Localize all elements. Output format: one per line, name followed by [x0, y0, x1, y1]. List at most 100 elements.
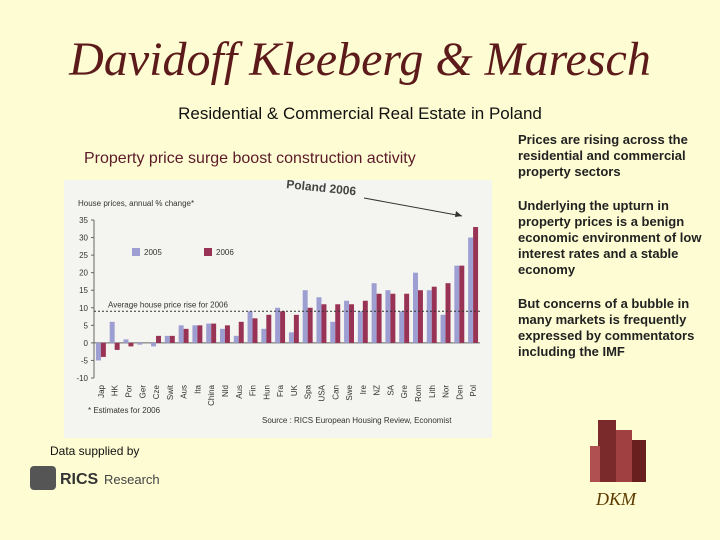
legend-swatch [204, 248, 212, 256]
bar [252, 318, 258, 343]
bullet: But concerns of a bubble in many markets… [518, 296, 695, 359]
bar [440, 314, 446, 343]
y-axis-label: House prices, annual % change* [78, 199, 194, 208]
bar [266, 314, 272, 343]
bar [280, 311, 286, 343]
bar [399, 311, 405, 343]
y-tick-label: 25 [79, 251, 88, 260]
bar [357, 311, 363, 343]
bar [445, 283, 451, 343]
y-tick-label: 15 [79, 286, 88, 295]
x-tick-label: Aus [235, 385, 244, 399]
x-tick-label: Fra [276, 384, 285, 397]
chart-title: Property price surge boost construction … [84, 150, 416, 167]
bar [151, 342, 157, 347]
bar [473, 227, 479, 343]
y-tick-label: 5 [84, 321, 89, 330]
bar [137, 342, 143, 345]
bar [275, 307, 281, 343]
x-tick-label: Swit [166, 384, 175, 400]
x-tick-label: USA [317, 384, 326, 401]
rics-logo: RICS [60, 471, 99, 488]
bar [426, 290, 432, 343]
dkm-logo: DKM [595, 489, 637, 509]
bar [413, 272, 418, 343]
bar [362, 300, 368, 343]
bar [224, 325, 230, 343]
bullet: Underlying the upturn in property prices… [518, 198, 702, 277]
x-tick-label: Por [124, 385, 133, 398]
bar [302, 290, 308, 343]
x-tick-label: Pol [469, 385, 478, 397]
x-tick-label: Hun [262, 385, 271, 400]
x-tick-label: Jap [97, 384, 106, 397]
bar [169, 335, 175, 343]
bar [344, 300, 350, 343]
bar [100, 342, 106, 357]
x-tick-label: Nld [221, 385, 230, 397]
bar [238, 321, 244, 343]
x-tick-label: Rom [414, 385, 423, 402]
bullet: Prices are rising across the residential… [518, 132, 688, 179]
y-tick-label: 20 [79, 269, 88, 278]
research-logo: Research [104, 472, 160, 487]
bar [109, 321, 115, 343]
bar [417, 290, 423, 343]
x-tick-label: Gre [400, 384, 409, 398]
x-tick-label: HK [111, 384, 120, 396]
bar [156, 335, 161, 343]
bar [192, 325, 198, 343]
x-tick-label: Fin [249, 385, 258, 396]
bar [385, 290, 391, 343]
bar [197, 325, 203, 343]
bar [390, 293, 396, 343]
x-tick-label: Ire [359, 384, 368, 394]
bar [468, 237, 474, 343]
bar [164, 335, 170, 343]
bar [114, 342, 120, 350]
bar [321, 304, 327, 343]
bar [211, 323, 217, 343]
bar [316, 297, 322, 343]
bar [454, 265, 460, 343]
x-tick-label: Lith [428, 385, 437, 398]
arrow-head [455, 211, 462, 217]
y-tick-label: 0 [84, 339, 89, 348]
bar [128, 342, 134, 347]
y-tick-label: 10 [79, 304, 88, 313]
x-tick-label: Swe [345, 384, 354, 400]
reference-label: Average house price rise for 2006 [108, 300, 228, 309]
x-tick-label: Den [455, 385, 464, 400]
y-tick-label: 35 [79, 216, 88, 225]
chart: House prices, annual % change* Poland 20… [64, 180, 492, 438]
y-tick-label: 30 [79, 234, 88, 243]
building-icon [590, 420, 646, 482]
bar [95, 342, 101, 361]
rics-emblem [30, 466, 56, 490]
x-tick-label: Aus [180, 385, 189, 399]
annotation-arrow [363, 197, 463, 217]
bar [261, 328, 267, 343]
bar [349, 304, 354, 343]
x-tick-label: UK [290, 384, 299, 396]
y-tick-label: -10 [76, 374, 88, 383]
y-tick-label: -5 [81, 356, 89, 365]
x-tick-label: SA [386, 384, 395, 395]
footnote: * Estimates for 2006 [88, 406, 161, 415]
bar [220, 328, 225, 343]
bar [431, 286, 437, 343]
bar [307, 307, 313, 343]
x-tick-label: China [207, 384, 216, 405]
bar [183, 328, 189, 343]
x-tick-label: Ger [138, 385, 147, 399]
x-tick-label: Can [331, 385, 340, 400]
x-tick-label: NZ [373, 385, 382, 396]
legend-label: 2005 [144, 248, 162, 257]
bar [459, 265, 465, 343]
x-tick-label: Nor [442, 385, 451, 398]
bar [178, 325, 184, 343]
bullet-list: Prices are rising across the residential… [518, 132, 708, 378]
bar [335, 304, 341, 343]
credit: Data supplied by [50, 444, 140, 458]
